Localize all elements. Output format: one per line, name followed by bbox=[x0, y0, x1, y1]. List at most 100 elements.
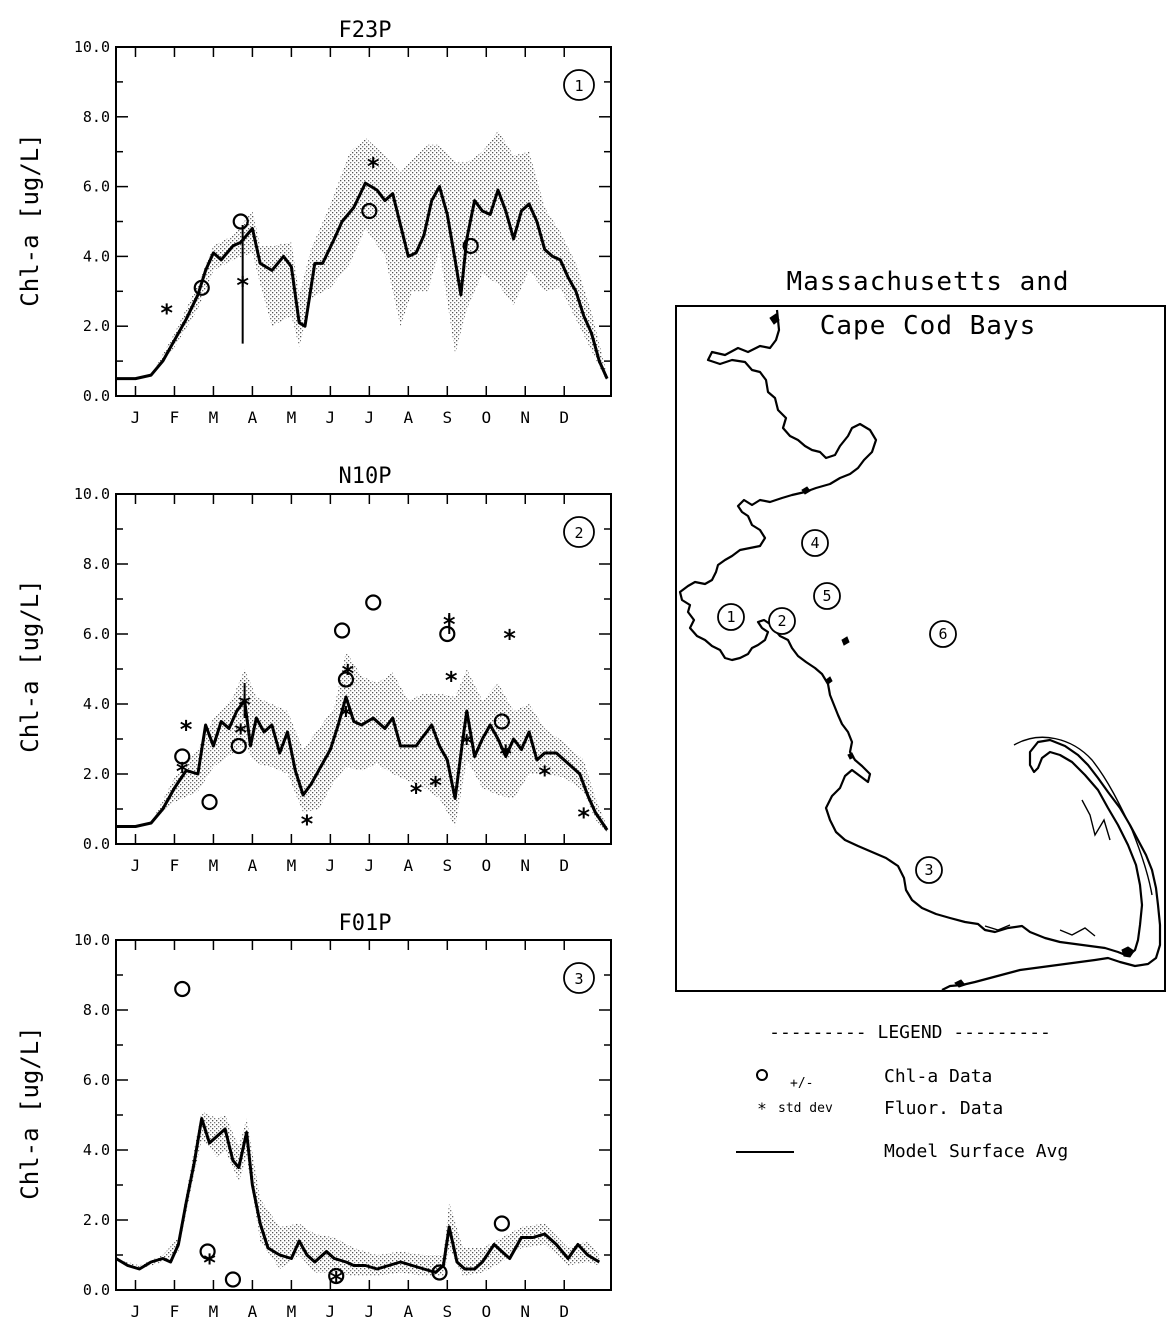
chl-a-point bbox=[462, 237, 479, 255]
chl-a-point bbox=[201, 793, 218, 811]
station-markers: 1 2 3 4 5 6 bbox=[717, 529, 957, 884]
chl-a-point bbox=[333, 622, 351, 639]
x-tick-label: J bbox=[365, 856, 375, 875]
legend: --------- LEGEND --------- +/- Chl-a Dat… bbox=[736, 1022, 1068, 1162]
chl-a-point bbox=[337, 671, 355, 688]
std-dev-band bbox=[116, 651, 608, 834]
x-tick-label: N bbox=[520, 408, 530, 427]
y-tick-label: 4.0 bbox=[83, 247, 110, 265]
station-badge bbox=[563, 516, 595, 548]
legend-fluor-label: Fluor. Data bbox=[884, 1098, 1003, 1119]
station-badge bbox=[563, 69, 595, 101]
x-tick-label: D bbox=[559, 1302, 569, 1321]
y-tick-label: 6.0 bbox=[83, 1071, 110, 1089]
fluor-point: * bbox=[237, 691, 251, 719]
x-tick-label: J bbox=[365, 1302, 375, 1321]
map-station-marker bbox=[929, 620, 957, 648]
map-title-background bbox=[798, 312, 1060, 344]
fluor-point: * bbox=[341, 660, 355, 688]
fluor-point: * bbox=[233, 719, 247, 747]
x-tick-label: S bbox=[442, 1302, 452, 1321]
x-tick-label: J bbox=[326, 1302, 336, 1321]
model-surface-line bbox=[116, 181, 609, 381]
x-tick-label: O bbox=[481, 408, 491, 427]
x-tick-label: S bbox=[442, 856, 452, 875]
x-tick-label: S bbox=[442, 408, 452, 427]
legend-plus-minus: +/- bbox=[790, 1076, 813, 1091]
y-tick-label: 6.0 bbox=[83, 178, 110, 196]
x-tick-label: D bbox=[559, 856, 569, 875]
x-tick-label: O bbox=[481, 856, 491, 875]
coastline-inner-cape bbox=[984, 736, 1153, 937]
chart-n10p: N10P Chl-a [ug/L] 0.0 2.0 4.0 6.0 8.0 10.0 J F M… bbox=[16, 464, 612, 875]
x-tick-label: F bbox=[170, 856, 180, 875]
fluor-point: * bbox=[339, 702, 353, 730]
station-badge-label: 1 bbox=[574, 77, 583, 95]
map-station-marker bbox=[915, 856, 943, 884]
map-panel: Massachusetts and Cape Cod Bays 1 2 3 4 5 6 bbox=[675, 267, 1166, 992]
chl-a-point bbox=[230, 737, 247, 755]
y-tick-label: 8.0 bbox=[83, 1001, 110, 1019]
fluor-point: * bbox=[538, 761, 552, 789]
x-tick-label: J bbox=[326, 408, 336, 427]
fluor-point: * bbox=[576, 803, 590, 831]
chl-a-point bbox=[431, 1264, 448, 1281]
y-tick-label: 10.0 bbox=[74, 38, 110, 56]
fluor-point: * bbox=[159, 299, 173, 327]
x-tick-label: O bbox=[481, 1302, 491, 1321]
y-tick-label: 8.0 bbox=[83, 555, 110, 573]
legend-chl-label: Chl-a Data bbox=[884, 1066, 992, 1087]
map-station-marker bbox=[813, 582, 841, 610]
map-frame bbox=[675, 305, 1166, 992]
coastline bbox=[678, 309, 1162, 991]
station-badge-label: 3 bbox=[574, 970, 583, 988]
x-tick-label: D bbox=[559, 408, 569, 427]
chart-title: F01P bbox=[339, 911, 392, 936]
x-tick-label: A bbox=[404, 856, 414, 875]
x-tick-label: A bbox=[404, 408, 414, 427]
chl-a-point bbox=[174, 980, 191, 998]
fluor-point: * bbox=[366, 153, 380, 181]
map-title-line2: Cape Cod Bays bbox=[820, 311, 1037, 341]
chl-a-point bbox=[361, 202, 378, 220]
chl-a-point bbox=[199, 1243, 216, 1260]
fluor-point: * bbox=[502, 625, 516, 653]
fluor-point: * bbox=[179, 716, 193, 744]
x-tick-label: M bbox=[209, 856, 219, 875]
map-station-marker bbox=[801, 529, 829, 557]
chart-f01p: F01P Chl-a [ug/L] 0.0 2.0 4.0 6.0 8.0 10.0 J F M… bbox=[16, 911, 612, 1321]
map-station-label: 5 bbox=[822, 587, 831, 605]
chart-title: F23P bbox=[339, 18, 392, 43]
fluor-point: * bbox=[444, 667, 458, 695]
y-tick-label: 10.0 bbox=[74, 485, 110, 503]
map-station-label: 1 bbox=[726, 608, 735, 626]
std-dev-band bbox=[116, 130, 608, 382]
fluor-point: * bbox=[442, 611, 456, 639]
map-title-line1: Massachusetts and bbox=[786, 267, 1069, 297]
chl-a-point bbox=[493, 713, 510, 730]
map-station-marker bbox=[768, 607, 796, 635]
y-tick-label: 4.0 bbox=[83, 695, 110, 713]
x-tick-label: J bbox=[131, 856, 141, 875]
map-station-label: 2 bbox=[777, 612, 786, 630]
map-station-label: 3 bbox=[924, 861, 933, 879]
y-tick-label: 4.0 bbox=[83, 1141, 110, 1159]
y-tick-label: 0.0 bbox=[83, 1281, 110, 1299]
y-tick-label: 2.0 bbox=[83, 1211, 110, 1229]
x-tick-label: J bbox=[131, 1302, 141, 1321]
map-station-label: 6 bbox=[938, 625, 947, 643]
y-axis-label: Chl-a [ug/L] bbox=[16, 1026, 44, 1199]
chl-a-point bbox=[232, 213, 249, 230]
x-tick-label: F bbox=[170, 1302, 180, 1321]
y-tick-label: 0.0 bbox=[83, 835, 110, 853]
y-tick-label: 8.0 bbox=[83, 108, 110, 126]
x-tick-label: M bbox=[209, 1302, 219, 1321]
legend-chl-symbol bbox=[756, 1069, 768, 1081]
station-badge bbox=[563, 962, 595, 994]
fluor-point: * bbox=[175, 758, 189, 786]
map-station-marker bbox=[717, 603, 745, 631]
fluor-point: * bbox=[409, 779, 423, 807]
y-tick-label: 0.0 bbox=[83, 387, 110, 405]
y-tick-label: 10.0 bbox=[74, 931, 110, 949]
